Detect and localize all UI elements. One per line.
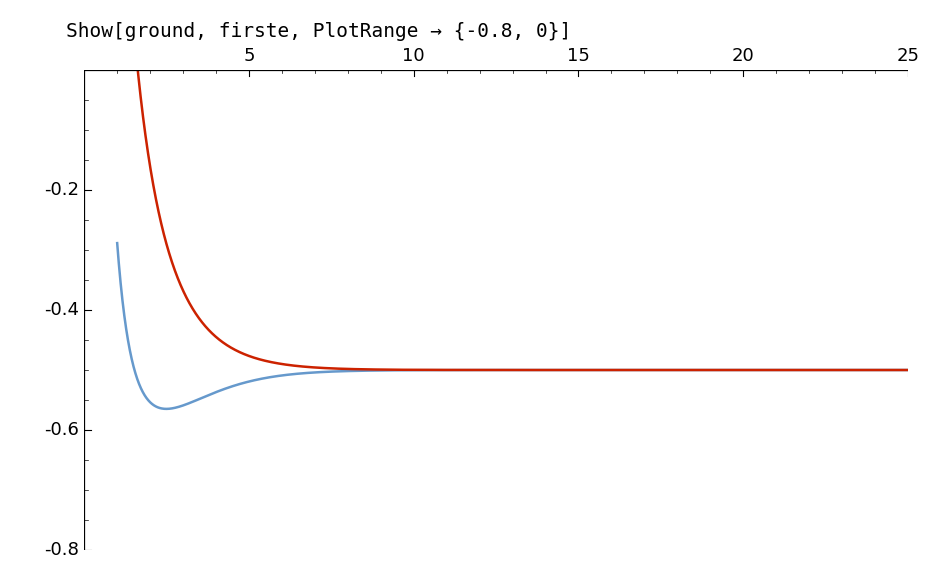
Text: -0.8: -0.8: [44, 541, 79, 559]
Text: 20: 20: [732, 47, 754, 65]
Text: 10: 10: [402, 47, 425, 65]
Text: 25: 25: [897, 47, 919, 65]
Text: 5: 5: [243, 47, 255, 65]
Text: -0.4: -0.4: [44, 301, 79, 319]
Text: -0.2: -0.2: [44, 181, 79, 199]
Text: 15: 15: [567, 47, 590, 65]
Text: Show[ground, firste, PlotRange → {-0.8, 0}]: Show[ground, firste, PlotRange → {-0.8, …: [66, 22, 571, 41]
Text: -0.6: -0.6: [44, 421, 79, 439]
